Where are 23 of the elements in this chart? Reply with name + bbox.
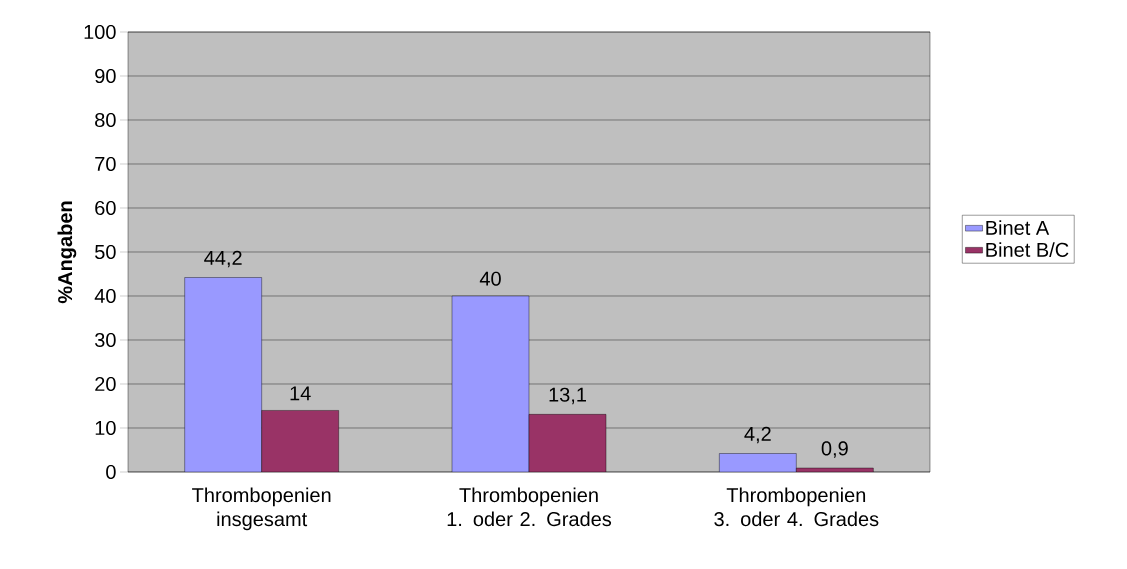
y-tick-label: 30 — [95, 332, 116, 348]
x-tick-label: Thrombopenien insgesamt — [192, 487, 331, 531]
y-tick-label: 10 — [95, 420, 116, 436]
data-label: 4,2 — [744, 426, 771, 444]
data-label: 13,1 — [549, 387, 586, 405]
y-tick-label: 90 — [95, 68, 116, 84]
y-tick-label: 20 — [95, 376, 116, 392]
y-tick-label: 70 — [95, 156, 116, 172]
legend-label: Binet A — [986, 220, 1050, 235]
data-label: 0,9 — [821, 441, 848, 458]
y-axis-title: %Angaben — [57, 201, 77, 304]
y-tick-label: 100 — [84, 24, 116, 40]
y-tick-label: 0 — [106, 464, 116, 480]
x-tick-label: Thrombopenien 1. oder 2. Grades — [447, 487, 612, 527]
data-label: 40 — [479, 271, 501, 286]
y-tick-label: 40 — [94, 288, 116, 304]
y-tick-label: 60 — [95, 200, 116, 216]
y-tick-label: 50 — [95, 244, 116, 260]
x-tick-label: Thrombopenien 3. oder 4. Grades — [714, 487, 879, 527]
data-label: 44,2 — [204, 250, 242, 268]
legend-label: Binet B/C — [986, 242, 1069, 257]
y-tick-label: 80 — [95, 112, 116, 128]
data-label: 14 — [290, 386, 311, 401]
